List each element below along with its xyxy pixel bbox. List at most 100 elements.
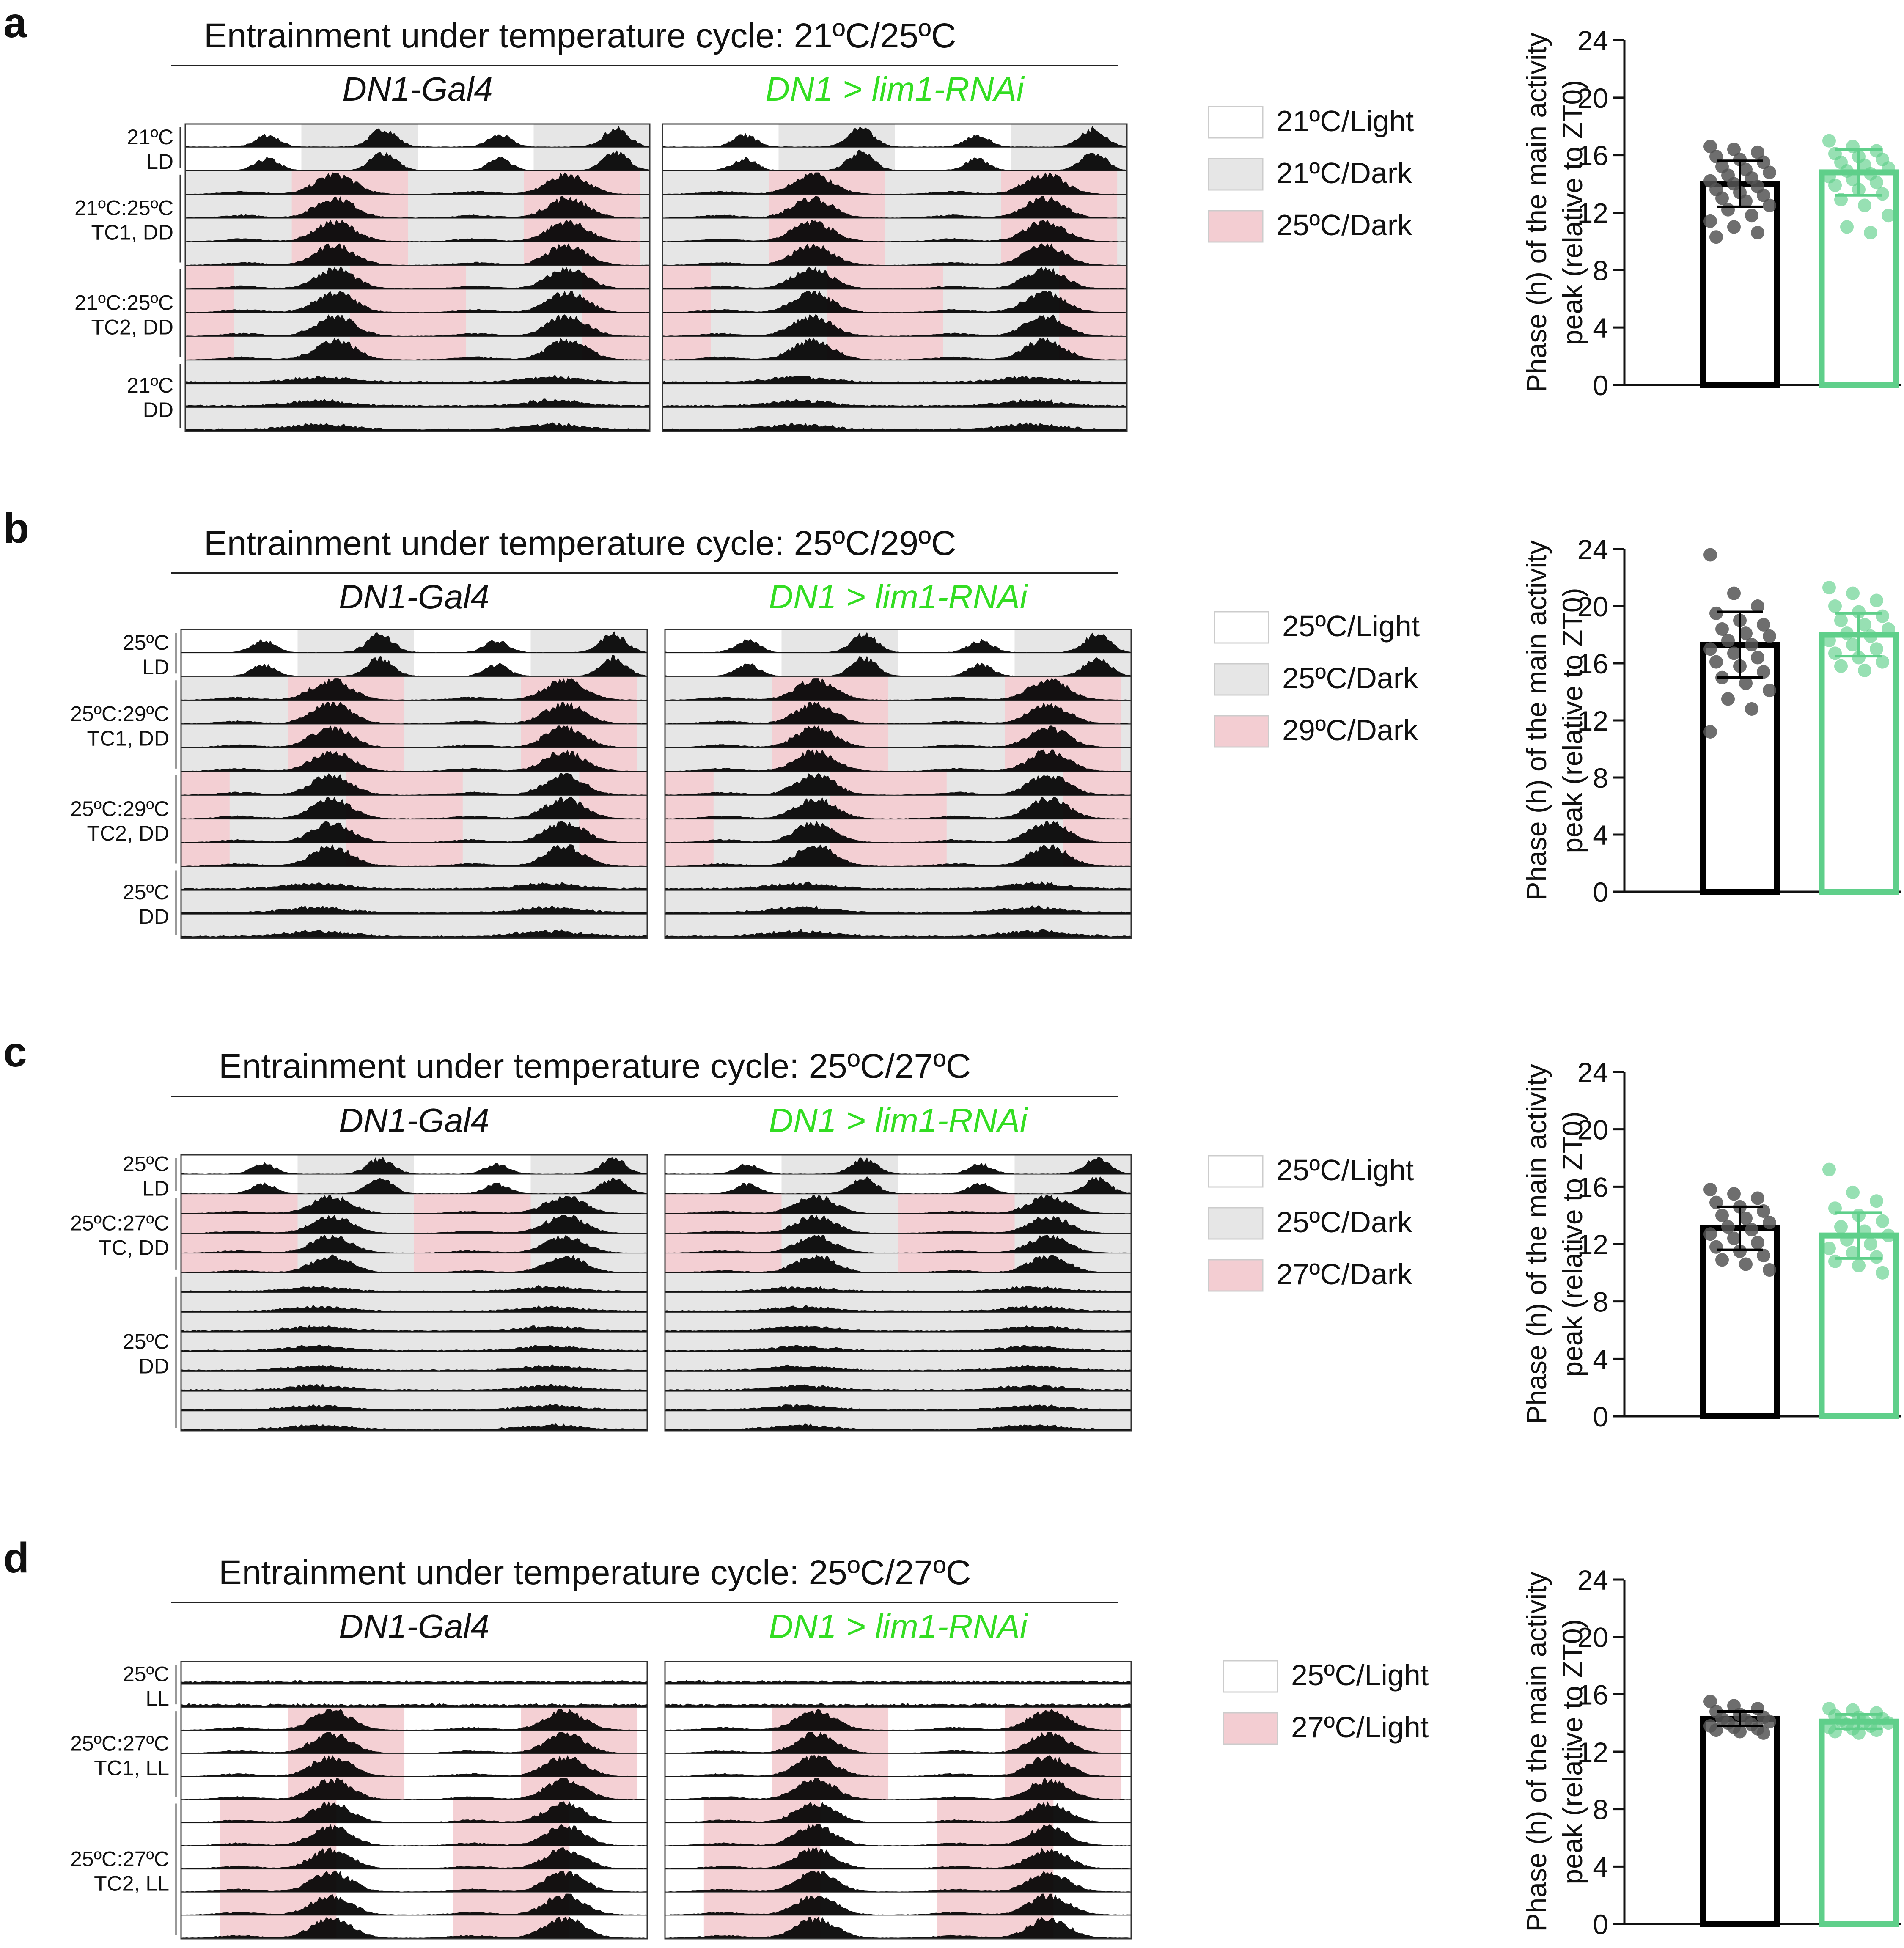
- panel-title: Entrainment under temperature cycle: 25º…: [204, 524, 956, 563]
- data-point: [1751, 145, 1764, 159]
- data-point: [1876, 609, 1889, 623]
- data-point: [1703, 140, 1717, 154]
- data-point: [1840, 220, 1854, 234]
- actogram-dn1-lim1-rnai: [664, 1154, 1132, 1432]
- y-axis-label: Phase (h) of the main activity: [1521, 1064, 1552, 1424]
- row-group-label: LD: [142, 655, 169, 679]
- y-axis-label: Phase (h) of the main activity: [1521, 1572, 1552, 1932]
- y-tick-label: 8: [1593, 255, 1608, 286]
- activity-trace: [181, 631, 647, 654]
- activity-trace: [665, 928, 1131, 938]
- data-point: [1846, 1246, 1860, 1260]
- panel-title: Entrainment under temperature cycle: 25º…: [219, 1047, 971, 1085]
- actogram-frame: [180, 1154, 648, 1432]
- row-group-label: 25ºC:27ºC: [70, 1847, 169, 1871]
- activity-trace: [181, 1177, 647, 1195]
- y-axis-label: peak (relative to ZT0): [1557, 1619, 1588, 1884]
- data-point: [1882, 161, 1895, 175]
- legend-label: 25ºC/Dark: [1276, 209, 1412, 242]
- activity-trace: [181, 1403, 647, 1412]
- bar-control: [1700, 1715, 1780, 1927]
- data-point: [1751, 1191, 1764, 1205]
- row-group-label: 21ºC:25ºC: [74, 196, 173, 220]
- y-axis-label: peak (relative to ZT0): [1557, 588, 1588, 853]
- row-group-label: LD: [146, 150, 173, 173]
- activity-trace: [662, 291, 1127, 313]
- data-point: [1763, 1714, 1776, 1728]
- activity-trace: [665, 1755, 1131, 1777]
- bar-control: [1700, 181, 1780, 388]
- y-tick-label: 20: [1577, 1114, 1608, 1146]
- data-point: [1709, 655, 1723, 669]
- activity-trace: [181, 1305, 647, 1313]
- data-point: [1876, 655, 1889, 669]
- panel-letter: a: [3, 0, 27, 47]
- genotype-label-rnai: DN1 > lim1-RNAi: [769, 1607, 1028, 1645]
- genotype-label-control: DN1-Gal4: [339, 578, 489, 615]
- actogram-frame: [180, 629, 648, 939]
- data-point: [1757, 1249, 1770, 1263]
- data-point: [1834, 1220, 1848, 1234]
- activity-trace: [185, 338, 650, 361]
- y-tick-label: 0: [1593, 876, 1608, 908]
- activity-trace: [181, 1755, 647, 1777]
- data-point: [1715, 622, 1729, 636]
- data-point: [1858, 663, 1871, 677]
- data-point: [1709, 606, 1723, 620]
- data-point: [1834, 613, 1848, 627]
- row-group-label: TC1, LL: [94, 1756, 169, 1780]
- row-group-label: 25ºC:29ºC: [70, 797, 169, 821]
- activity-trace: [665, 1871, 1131, 1893]
- genotype-label-rnai: DN1 > lim1-RNAi: [765, 70, 1025, 108]
- row-group-label: TC2, DD: [87, 822, 169, 845]
- data-point: [1876, 187, 1889, 201]
- legend-label: 25ºC/Dark: [1276, 1206, 1412, 1239]
- activity-trace: [185, 172, 650, 195]
- data-point: [1739, 676, 1753, 690]
- data-point: [1703, 725, 1717, 739]
- data-point: [1846, 1185, 1860, 1199]
- data-point: [1727, 646, 1741, 660]
- data-point: [1822, 581, 1836, 595]
- activity-trace: [185, 220, 650, 242]
- activity-trace: [181, 1324, 647, 1333]
- actogram-dn1-gal4: [180, 1661, 648, 1940]
- genotype-label-control: DN1-Gal4: [339, 1102, 489, 1139]
- activity-trace: [665, 1364, 1131, 1372]
- legend-swatch: [1208, 1259, 1264, 1292]
- legend-swatch: [1214, 611, 1269, 644]
- actogram-dn1-gal4: [180, 629, 648, 939]
- activity-trace: [665, 1305, 1131, 1313]
- activity-trace: [665, 905, 1131, 915]
- activity-trace: [665, 1176, 1131, 1195]
- data-point: [1852, 605, 1866, 619]
- data-point: [1822, 134, 1836, 148]
- legend-label: 21ºC/Light: [1276, 104, 1414, 137]
- actogram-dn1-lim1-rnai: [664, 629, 1132, 939]
- activity-trace: [665, 749, 1131, 772]
- legend-label: 25ºC/Light: [1291, 1659, 1429, 1692]
- row-group-label: 25ºC:29ºC: [70, 702, 169, 726]
- activity-trace: [665, 881, 1131, 891]
- legend-swatch: [1208, 106, 1264, 139]
- legend-label: 27ºC/Dark: [1276, 1258, 1412, 1291]
- activity-trace: [665, 1404, 1131, 1412]
- y-tick-label: 24: [1577, 25, 1608, 56]
- activity-trace: [181, 929, 647, 938]
- data-point: [1727, 143, 1741, 157]
- data-point: [1703, 1227, 1717, 1241]
- data-point: [1727, 220, 1741, 234]
- data-point: [1733, 1244, 1747, 1258]
- data-point: [1757, 188, 1770, 202]
- data-point: [1733, 152, 1747, 166]
- data-point: [1763, 1216, 1776, 1230]
- data-point: [1763, 198, 1776, 212]
- data-point: [1870, 1194, 1883, 1208]
- activity-trace: [181, 1917, 647, 1939]
- activity-trace: [665, 1703, 1131, 1708]
- panel-title: Entrainment under temperature cycle: 21º…: [204, 16, 956, 55]
- legend-swatch: [1208, 1155, 1264, 1188]
- data-point: [1864, 226, 1877, 240]
- activity-trace: [181, 1732, 647, 1754]
- data-point: [1721, 634, 1735, 647]
